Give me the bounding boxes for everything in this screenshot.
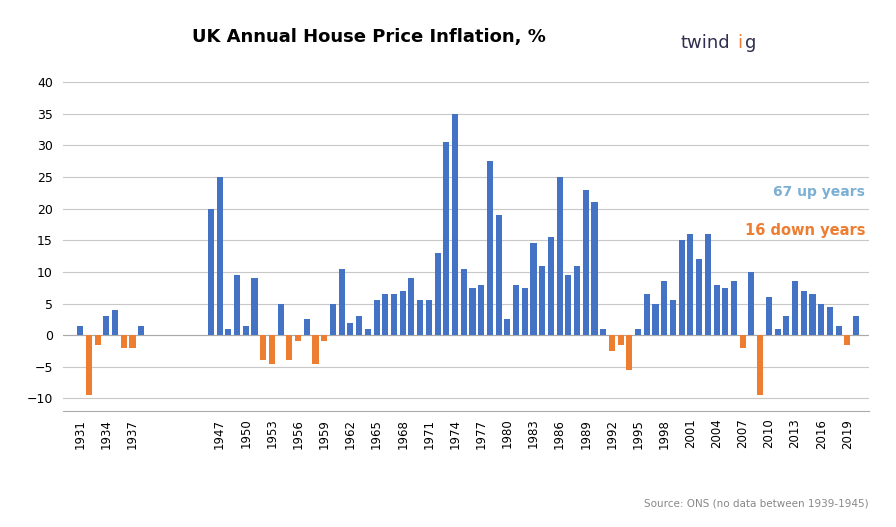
- Text: Source: ONS (no data between 1939-1945): Source: ONS (no data between 1939-1945): [644, 499, 869, 509]
- Bar: [635, 329, 642, 335]
- Bar: [696, 259, 702, 335]
- Bar: [304, 319, 310, 335]
- Bar: [409, 278, 415, 335]
- Bar: [330, 304, 336, 335]
- Bar: [705, 234, 711, 335]
- Bar: [757, 335, 763, 395]
- Bar: [260, 335, 266, 360]
- Bar: [687, 234, 694, 335]
- Bar: [77, 326, 83, 335]
- Title: UK Annual House Price Inflation, %: UK Annual House Price Inflation, %: [193, 28, 546, 46]
- Bar: [853, 316, 859, 335]
- Bar: [374, 300, 380, 335]
- Bar: [643, 294, 650, 335]
- Bar: [670, 300, 676, 335]
- Bar: [801, 291, 806, 335]
- Bar: [391, 294, 397, 335]
- Text: 67 up years: 67 up years: [773, 185, 866, 199]
- Bar: [539, 266, 546, 335]
- Bar: [321, 335, 327, 341]
- Bar: [661, 281, 668, 335]
- Bar: [582, 190, 589, 335]
- Bar: [713, 285, 719, 335]
- Bar: [844, 335, 850, 345]
- Bar: [129, 335, 135, 348]
- Bar: [574, 266, 580, 335]
- Bar: [313, 335, 319, 364]
- Bar: [444, 142, 450, 335]
- Bar: [748, 272, 754, 335]
- Bar: [600, 329, 607, 335]
- Bar: [278, 304, 284, 335]
- Bar: [86, 335, 92, 395]
- Bar: [740, 335, 745, 348]
- Bar: [731, 281, 737, 335]
- Bar: [217, 177, 223, 335]
- Bar: [225, 329, 231, 335]
- Text: g: g: [745, 34, 757, 52]
- Text: 16 down years: 16 down years: [745, 223, 866, 238]
- Bar: [383, 294, 388, 335]
- Bar: [112, 310, 118, 335]
- Bar: [495, 215, 502, 335]
- Bar: [530, 243, 537, 335]
- Bar: [609, 335, 615, 351]
- Bar: [452, 114, 458, 335]
- Bar: [365, 329, 371, 335]
- Bar: [487, 161, 493, 335]
- Bar: [418, 300, 423, 335]
- Bar: [243, 326, 249, 335]
- Bar: [504, 319, 511, 335]
- Bar: [792, 281, 798, 335]
- Bar: [478, 285, 484, 335]
- Bar: [461, 269, 467, 335]
- Bar: [138, 326, 144, 335]
- Bar: [426, 300, 432, 335]
- Bar: [234, 275, 240, 335]
- Bar: [591, 202, 598, 335]
- Bar: [400, 291, 406, 335]
- Bar: [521, 288, 528, 335]
- Bar: [435, 253, 441, 335]
- Bar: [339, 269, 345, 335]
- Bar: [547, 237, 554, 335]
- Bar: [783, 316, 789, 335]
- Bar: [766, 297, 772, 335]
- Bar: [121, 335, 127, 348]
- Bar: [565, 275, 572, 335]
- Bar: [652, 304, 659, 335]
- Bar: [103, 316, 109, 335]
- Bar: [287, 335, 292, 360]
- Bar: [95, 335, 100, 345]
- Bar: [809, 294, 815, 335]
- Bar: [678, 240, 685, 335]
- Bar: [617, 335, 624, 345]
- Bar: [774, 329, 780, 335]
- Bar: [269, 335, 275, 364]
- Bar: [348, 323, 353, 335]
- Bar: [626, 335, 633, 370]
- Bar: [836, 326, 841, 335]
- Bar: [252, 278, 257, 335]
- Bar: [295, 335, 301, 341]
- Bar: [722, 288, 728, 335]
- Bar: [818, 304, 824, 335]
- Bar: [208, 209, 214, 335]
- Text: twind: twind: [681, 34, 730, 52]
- Bar: [470, 288, 476, 335]
- Bar: [356, 316, 362, 335]
- Bar: [827, 307, 833, 335]
- Text: i: i: [737, 34, 743, 52]
- Bar: [556, 177, 563, 335]
- Bar: [513, 285, 519, 335]
